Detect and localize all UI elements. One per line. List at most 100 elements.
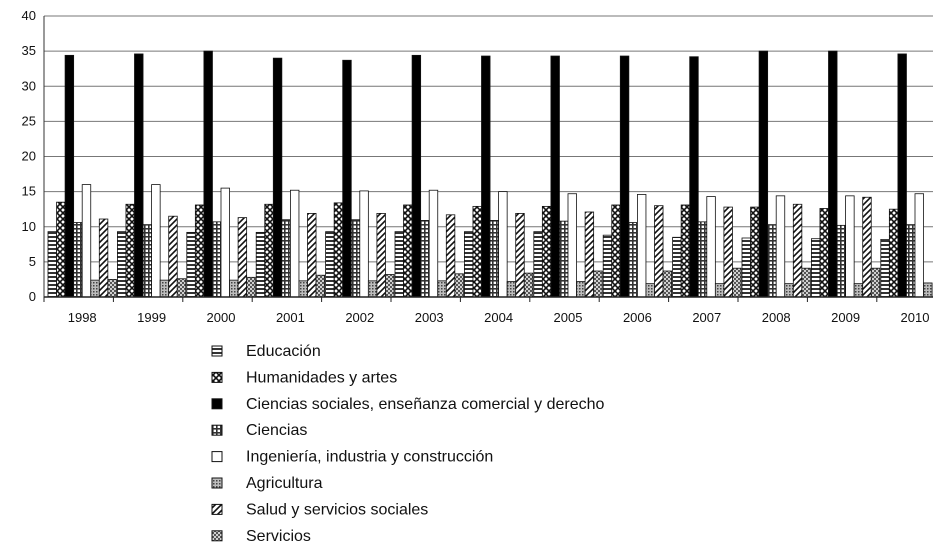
x-tick-label: 2002 — [345, 310, 374, 325]
bar-3-2009 — [828, 50, 838, 298]
bar-7-2006 — [654, 205, 664, 298]
bar-8-2003 — [454, 273, 464, 298]
bar-2-2009 — [819, 208, 829, 298]
legend-swatch — [211, 371, 223, 383]
bar-5-2006 — [637, 194, 647, 298]
y-tick-label: 5 — [29, 254, 36, 269]
bar-5-2008 — [775, 195, 786, 298]
legend-label: Educación — [246, 343, 321, 360]
bar-5-1999 — [151, 184, 161, 298]
bar-6-2001 — [298, 280, 308, 298]
bar-5-2003 — [428, 189, 439, 298]
bar-8-2004 — [523, 272, 534, 298]
bar-2-2008 — [750, 206, 760, 298]
bar-7-2009 — [862, 196, 872, 298]
x-axis: 1998 1999 2000 2001 2002 2003 2004 2005 2006 2007… — [43, 296, 933, 325]
bar-7-2002 — [376, 212, 386, 298]
bar-1-2000 — [186, 231, 196, 298]
bar-2-1998 — [56, 201, 66, 298]
bar-6-2005 — [576, 281, 586, 298]
bar-2-2007 — [680, 204, 691, 298]
bar-4-2004 — [489, 220, 499, 298]
bar-5-2010 — [914, 193, 924, 298]
bar-4-2006 — [628, 222, 638, 298]
legend-label: Salud y servicios sociales — [246, 501, 428, 518]
legend-label: Ingeniería, industria y construcción — [246, 449, 493, 466]
bar-1-1998 — [47, 231, 57, 298]
bar-5-2005 — [567, 193, 577, 298]
x-tick-label: 1998 — [68, 310, 97, 325]
bar-6-2002 — [367, 280, 378, 298]
bar-3-2003 — [411, 54, 422, 298]
bar-7-2005 — [584, 211, 595, 298]
bar-6-2007 — [714, 283, 725, 298]
bar-4-2005 — [559, 220, 569, 298]
legend-swatch — [211, 451, 223, 463]
bar-8-2007 — [732, 267, 742, 298]
bar-1-2004 — [463, 231, 474, 298]
bar-5-2002 — [359, 190, 369, 298]
bar-2-2006 — [611, 204, 621, 298]
bar-8-2001 — [315, 274, 325, 298]
legend-swatch — [211, 398, 223, 410]
bar-8-1999 — [176, 278, 187, 298]
bar-8-2008 — [801, 267, 811, 298]
bar-2-2005 — [541, 205, 552, 298]
bar-1-2007 — [672, 236, 682, 298]
bar-4-2007 — [697, 221, 708, 298]
y-tick-label: 25 — [22, 113, 36, 128]
bar-6-2010 — [923, 282, 933, 298]
bar-8-2005 — [593, 270, 603, 298]
bar-8-1998 — [107, 279, 117, 298]
legend-label: Ciencias sociales, enseñanza comercial y… — [246, 396, 605, 413]
bar-3-2008 — [758, 50, 769, 298]
x-tick-label: 1999 — [137, 310, 166, 325]
bar-1-2008 — [741, 237, 751, 298]
bar-4-1999 — [142, 224, 153, 298]
bar-5-2000 — [220, 187, 230, 298]
y-tick-label: 35 — [22, 43, 36, 58]
bar-1-2006 — [602, 234, 613, 298]
bar-5-2007 — [706, 196, 716, 298]
bar-1-2005 — [533, 231, 543, 298]
bar-3-2006 — [619, 55, 630, 298]
bar-6-2003 — [437, 280, 447, 298]
bar-8-2006 — [662, 270, 672, 298]
y-tick-label: 0 — [29, 289, 36, 304]
legend-label: Agricultura — [246, 475, 323, 492]
bar-6-2006 — [645, 283, 655, 298]
bar-8-2002 — [385, 274, 395, 298]
bar-1-1999 — [117, 231, 127, 298]
bar-4-2002 — [350, 219, 361, 298]
legend-label: Servicios — [246, 528, 311, 545]
bar-2-2004 — [472, 205, 482, 298]
bar-2-2010 — [888, 208, 899, 298]
bar-1-2003 — [394, 231, 404, 298]
x-tick-label: 2000 — [207, 310, 236, 325]
bar-5-2009 — [845, 195, 855, 298]
bar-6-1999 — [159, 279, 170, 298]
bar-2-2001 — [264, 203, 274, 298]
bar-6-1998 — [90, 279, 100, 298]
bar-8-2009 — [870, 267, 881, 298]
bar-4-2009 — [836, 224, 846, 298]
bar-2-2003 — [403, 204, 413, 298]
bar-2-2002 — [333, 202, 344, 298]
bar-3-2002 — [342, 59, 352, 298]
y-tick-label: 10 — [22, 219, 36, 234]
x-tick-label: 2009 — [831, 310, 860, 325]
x-tick-label: 2006 — [623, 310, 652, 325]
bar-5-1998 — [81, 184, 92, 298]
legend-swatch — [211, 345, 223, 357]
bar-7-2007 — [723, 206, 733, 298]
bar-4-2003 — [420, 220, 430, 298]
y-tick-label: 15 — [22, 184, 36, 199]
legend-swatch — [211, 424, 223, 436]
legend-label: Ciencias — [246, 422, 307, 439]
bar-1-2001 — [255, 231, 266, 298]
y-tick-label: 40 — [22, 8, 36, 23]
bar-7-1999 — [168, 215, 178, 298]
bar-8-2000 — [246, 276, 256, 298]
legend-label: Humanidades y artes — [246, 369, 397, 386]
